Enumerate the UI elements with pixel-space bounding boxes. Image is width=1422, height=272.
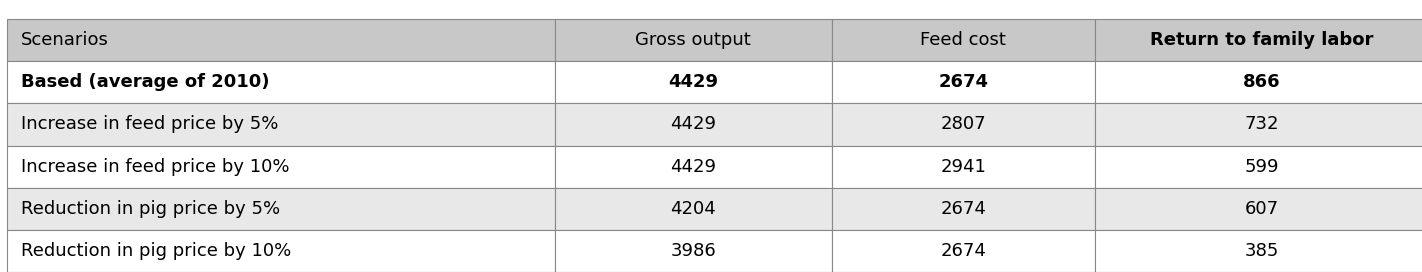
Bar	[1095, 146, 1422, 188]
Bar	[832, 188, 1095, 230]
Bar	[1095, 188, 1422, 230]
Text: Scenarios: Scenarios	[21, 31, 109, 49]
Text: Reduction in pig price by 10%: Reduction in pig price by 10%	[21, 242, 292, 260]
Bar	[832, 230, 1095, 272]
Text: Based (average of 2010): Based (average of 2010)	[21, 73, 270, 91]
Text: 4429: 4429	[668, 73, 718, 91]
Bar	[832, 146, 1095, 188]
Text: 2807: 2807	[940, 115, 987, 134]
Text: 4204: 4204	[670, 200, 717, 218]
Text: Reduction in pig price by 5%: Reduction in pig price by 5%	[21, 200, 280, 218]
Text: 2674: 2674	[939, 73, 988, 91]
Text: 2941: 2941	[940, 157, 987, 176]
Bar	[7, 61, 555, 103]
Bar	[1095, 103, 1422, 146]
Text: 866: 866	[1243, 73, 1281, 91]
Bar	[832, 61, 1095, 103]
Bar	[555, 188, 832, 230]
Bar	[7, 188, 555, 230]
Bar	[7, 103, 555, 146]
Text: 4429: 4429	[670, 157, 717, 176]
Bar	[555, 103, 832, 146]
Text: Feed cost: Feed cost	[920, 31, 1007, 49]
Text: 599: 599	[1244, 157, 1280, 176]
Text: 385: 385	[1244, 242, 1280, 260]
Bar	[7, 19, 555, 61]
Text: 4429: 4429	[670, 115, 717, 134]
Bar	[832, 103, 1095, 146]
Text: Increase in feed price by 10%: Increase in feed price by 10%	[21, 157, 290, 176]
Text: Gross output: Gross output	[636, 31, 751, 49]
Bar	[832, 19, 1095, 61]
Bar	[555, 61, 832, 103]
Bar	[7, 146, 555, 188]
Text: 732: 732	[1244, 115, 1280, 134]
Bar	[555, 19, 832, 61]
Bar	[1095, 61, 1422, 103]
Text: 2674: 2674	[940, 242, 987, 260]
Bar	[1095, 19, 1422, 61]
Bar	[7, 230, 555, 272]
Text: Increase in feed price by 5%: Increase in feed price by 5%	[21, 115, 279, 134]
Text: 2674: 2674	[940, 200, 987, 218]
Text: 3986: 3986	[670, 242, 717, 260]
Text: 607: 607	[1246, 200, 1278, 218]
Bar	[555, 230, 832, 272]
Bar	[555, 146, 832, 188]
Bar	[1095, 230, 1422, 272]
Text: Return to family labor: Return to family labor	[1150, 31, 1374, 49]
